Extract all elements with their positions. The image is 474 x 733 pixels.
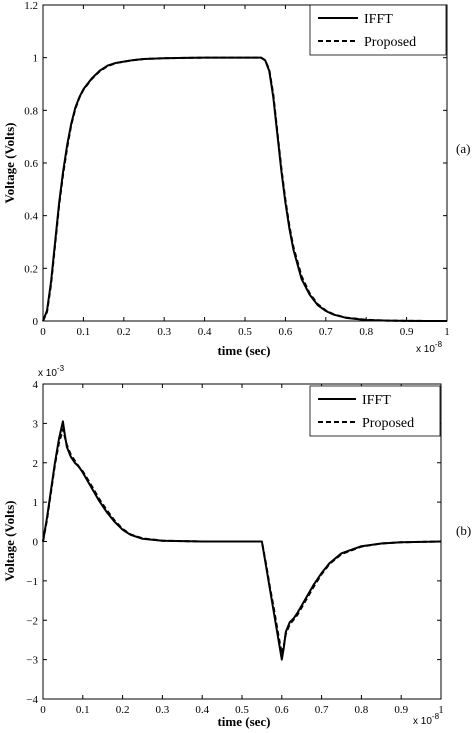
panel-b-x-tick-label: 0.2 <box>116 704 130 716</box>
panel-b-series-proposed-line <box>42 428 442 655</box>
panel-b-x-tick-label: 0.3 <box>156 704 170 716</box>
panel-a-x-tick-label: 0.6 <box>279 326 293 338</box>
panel-b-x-tick-label: 0.4 <box>195 704 209 716</box>
panel-b-y-tick-label: 2 <box>33 458 39 470</box>
panel-b-y-multiplier: x 10-3 <box>38 364 65 379</box>
panel-b-x-axis-label: time (sec) <box>217 714 270 729</box>
panel-b-y-tick-label: −3 <box>26 655 38 667</box>
panel-a-y-tick-label: 0.4 <box>24 211 38 223</box>
panel-b-y-tick-label: 0 <box>33 537 39 549</box>
panel-b-x-tick-label: 1 <box>438 704 444 716</box>
panel-a-legend: IFFT Proposed <box>309 4 447 56</box>
panel-a-y-axis-label: Voltage (Volts) <box>2 122 17 203</box>
panel-b-x-tick-label: 0.7 <box>315 704 329 716</box>
panel-a-x-tick-label: 0.5 <box>238 326 252 338</box>
panel-a-y-tick-label: 1.2 <box>24 0 38 12</box>
panel-a-x-tick-label: 0.3 <box>157 326 171 338</box>
panel-b: (b) time (sec) Voltage (Volts) x 10-8 x … <box>2 364 471 729</box>
panel-a-x-tick-label: 0.4 <box>198 326 212 338</box>
panel-a-y-tick-label: 0 <box>33 316 39 328</box>
panel-b-y-tick-label: 1 <box>33 497 39 509</box>
panel-b-y-tick-label: −2 <box>26 615 38 627</box>
panel-b-label: (b) <box>456 523 471 538</box>
panel-b-legend: IFFT Proposed <box>309 385 441 437</box>
panel-b-y-tick-label: −4 <box>26 694 38 706</box>
panel-b-y-axis-label: Voltage (Volts) <box>2 500 17 581</box>
panel-a-x-tick-label: 0.9 <box>400 326 414 338</box>
panel-a-x-tick-label: 0.2 <box>117 326 131 338</box>
panel-b-y-tick-label: 3 <box>33 418 39 430</box>
panel-a-series-proposed-line <box>42 56 448 322</box>
panel-a-x-tick-label: 0 <box>40 326 46 338</box>
panel-b-y-tick-label: 4 <box>33 379 39 391</box>
panel-b-legend-proposed: Proposed <box>362 416 414 431</box>
panel-a-y-tick-label: 1 <box>33 53 39 65</box>
panel-b-x-tick-label: 0.5 <box>235 704 249 716</box>
panel-a-x-tick-label: 0.7 <box>319 326 333 338</box>
panel-b-x-tick-label: 0 <box>40 704 46 716</box>
panel-b-x-tick-label: 0.1 <box>76 704 90 716</box>
panel-a-x-tick-label: 0.1 <box>77 326 91 338</box>
panel-b-x-tick-label: 0.8 <box>355 704 369 716</box>
panel-b-x-multiplier: x 10-8 <box>413 712 440 727</box>
panel-a-x-multiplier: x 10-8 <box>416 340 443 355</box>
panel-a-series-ifft-line <box>42 56 448 322</box>
panel-b-legend-ifft: IFFT <box>362 393 391 408</box>
panel-a-y-tick-label: 0.2 <box>24 263 38 275</box>
panel-a-x-tick-label: 1 <box>444 326 450 338</box>
panel-a-x-tick-label: 0.8 <box>359 326 373 338</box>
panel-b-x-tick-label: 0.6 <box>275 704 289 716</box>
panel-a-y-tick-label: 0.8 <box>24 105 38 117</box>
panel-a-legend-ifft: IFFT <box>364 12 393 27</box>
panel-a-legend-proposed: Proposed <box>364 35 416 50</box>
panel-a-y-tick-label: 0.6 <box>24 158 38 170</box>
panel-b-y-tick-label: −1 <box>26 576 38 588</box>
panel-a-label: (a) <box>456 141 470 156</box>
panel-b-x-tick-label: 0.9 <box>394 704 408 716</box>
panel-a-x-axis-label: time (sec) <box>217 343 270 358</box>
